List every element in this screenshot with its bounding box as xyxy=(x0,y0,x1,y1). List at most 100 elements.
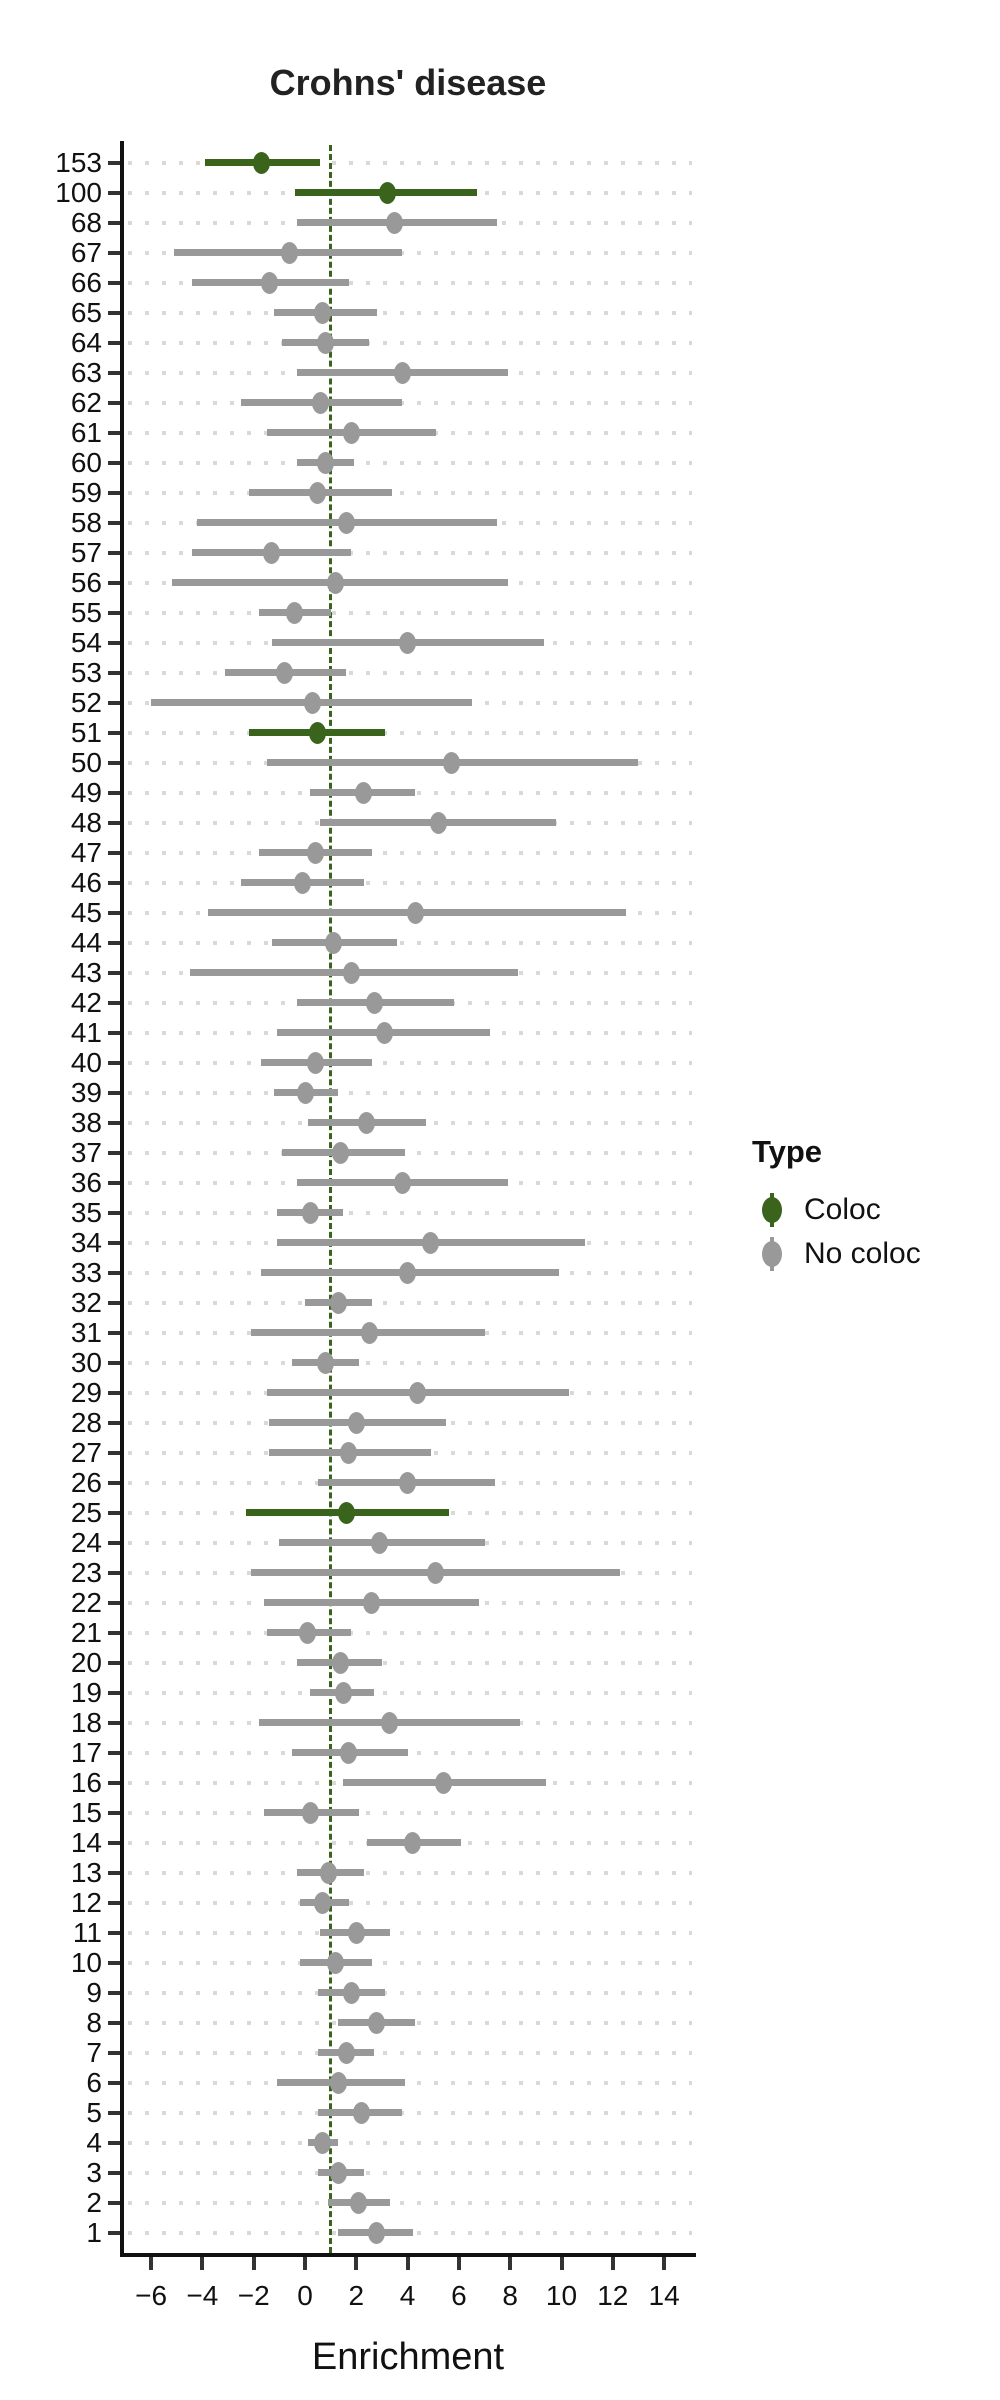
y-tick-label: 19 xyxy=(70,1676,102,1708)
point xyxy=(393,361,411,384)
y-tick-label: 35 xyxy=(70,1196,102,1228)
y-tick xyxy=(108,2140,120,2145)
y-tick xyxy=(108,970,120,975)
point xyxy=(299,1621,317,1644)
gridline xyxy=(128,1360,692,1365)
y-tick xyxy=(108,1330,120,1335)
y-tick xyxy=(108,760,120,765)
y-tick-label: 57 xyxy=(70,536,102,568)
point xyxy=(358,1111,376,1134)
y-tick xyxy=(108,280,120,285)
point xyxy=(317,1351,335,1374)
point xyxy=(347,1921,365,1944)
gridline xyxy=(128,730,692,735)
y-tick-label: 53 xyxy=(70,656,102,688)
point xyxy=(399,631,417,654)
gridline xyxy=(128,670,692,675)
y-tick-label: 67 xyxy=(70,236,102,268)
point xyxy=(306,1051,324,1074)
gridline xyxy=(128,880,692,885)
no-coloc-point-icon xyxy=(752,1232,792,1276)
point xyxy=(329,2071,347,2094)
y-tick-label: 44 xyxy=(70,926,102,958)
y-tick xyxy=(108,2230,120,2235)
y-tick-label: 38 xyxy=(70,1106,102,1138)
point xyxy=(435,1771,452,1794)
x-tick xyxy=(405,2257,410,2270)
point xyxy=(368,2011,386,2034)
y-tick-label: 6 xyxy=(86,2066,102,2098)
y-tick-label: 46 xyxy=(70,866,102,898)
y-tick xyxy=(108,370,120,375)
y-tick-label: 24 xyxy=(70,1526,102,1558)
point xyxy=(309,721,327,744)
x-tick xyxy=(303,2257,307,2270)
y-tick xyxy=(108,1660,120,1665)
point xyxy=(314,1891,332,1914)
y-tick xyxy=(108,1450,120,1455)
gridline xyxy=(128,460,692,465)
gridline xyxy=(128,2110,692,2115)
x-tick-label: 10 xyxy=(545,2280,578,2311)
gridline xyxy=(128,1990,692,1995)
gridline xyxy=(128,1150,692,1155)
point xyxy=(342,961,360,984)
y-tick-label: 34 xyxy=(70,1226,102,1258)
y-tick-label: 66 xyxy=(70,266,102,298)
y-tick-label: 30 xyxy=(70,1346,102,1378)
y-tick-label: 153 xyxy=(55,146,102,178)
legend-item-no-coloc: No coloc xyxy=(752,1232,982,1276)
point xyxy=(293,871,311,894)
x-tick-label: −4 xyxy=(186,2280,219,2311)
gridline xyxy=(128,940,692,945)
y-tick-label: 1 xyxy=(86,2216,102,2248)
y-tick-label: 40 xyxy=(70,1046,102,1078)
y-tick xyxy=(108,1420,120,1425)
point xyxy=(340,1741,358,1764)
y-tick xyxy=(108,1360,120,1365)
x-axis-title: Enrichment xyxy=(311,2336,505,2378)
legend-title: Type xyxy=(752,1134,823,1169)
y-tick-label: 43 xyxy=(70,956,102,988)
y-tick xyxy=(108,580,120,585)
x-tick xyxy=(456,2257,461,2270)
y-tick xyxy=(108,2170,120,2175)
point xyxy=(404,1831,422,1854)
legend-label-coloc: Coloc xyxy=(804,1193,881,1226)
point xyxy=(378,181,396,204)
y-tick xyxy=(108,160,120,165)
y-tick-label: 58 xyxy=(70,506,102,538)
point xyxy=(352,2101,370,2124)
y-tick xyxy=(108,730,120,735)
point xyxy=(376,1021,393,1044)
y-tick xyxy=(108,2200,120,2205)
gridline xyxy=(128,160,692,165)
y-tick-label: 7 xyxy=(86,2036,102,2068)
y-tick xyxy=(108,610,120,615)
gridline xyxy=(128,2080,692,2085)
y-tick-label: 56 xyxy=(70,566,102,598)
y-tick-label: 4 xyxy=(86,2126,102,2158)
x-tick-label: 4 xyxy=(399,2280,416,2311)
gridline xyxy=(128,1660,692,1665)
point xyxy=(304,691,322,714)
gridline xyxy=(128,1690,692,1695)
y-tick xyxy=(108,1540,120,1545)
y-tick xyxy=(108,220,120,225)
y-tick-label: 41 xyxy=(70,1016,102,1048)
x-tick xyxy=(354,2257,359,2270)
y-tick xyxy=(108,2020,120,2025)
y-tick xyxy=(108,520,120,525)
point xyxy=(311,391,329,414)
y-tick-label: 100 xyxy=(55,176,102,208)
y-tick xyxy=(108,400,120,405)
y-tick xyxy=(108,1900,120,1905)
point xyxy=(296,1081,314,1104)
y-tick-label: 37 xyxy=(70,1136,102,1168)
y-tick xyxy=(108,1120,120,1125)
y-tick-label: 55 xyxy=(70,596,102,628)
y-tick xyxy=(108,1780,120,1785)
gridline xyxy=(128,550,692,555)
y-tick-label: 15 xyxy=(70,1796,102,1828)
y-tick-label: 2 xyxy=(86,2186,102,2218)
